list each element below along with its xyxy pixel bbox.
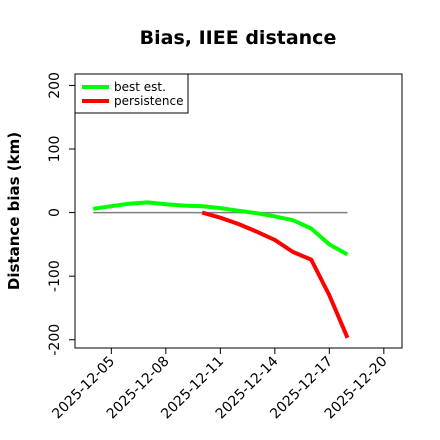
series-line-persistence [201, 210, 350, 339]
legend-label-persistence: persistence [114, 94, 183, 108]
legend-box [74, 73, 189, 114]
legend-label-best-est: best est. [114, 80, 166, 94]
y-tick-label: -100 [47, 260, 63, 292]
y-tick-label: 100 [47, 136, 63, 163]
plot-frame [74, 73, 403, 349]
y-axis-label: Distance bias (km) [5, 132, 23, 290]
y-tick-label: -200 [47, 324, 63, 356]
legend: best est. persistence [74, 73, 189, 114]
x-axis: 2025-12-052025-12-082025-12-112025-12-14… [49, 348, 391, 422]
y-tick-label: 200 [47, 72, 63, 99]
series-layer [92, 200, 350, 339]
y-axis: -200 -100 0 100 200 [47, 72, 75, 356]
chart-title: Bias, IIEE distance [140, 27, 337, 49]
y-tick-label: 0 [47, 208, 63, 217]
series-line-best-est [92, 200, 349, 257]
